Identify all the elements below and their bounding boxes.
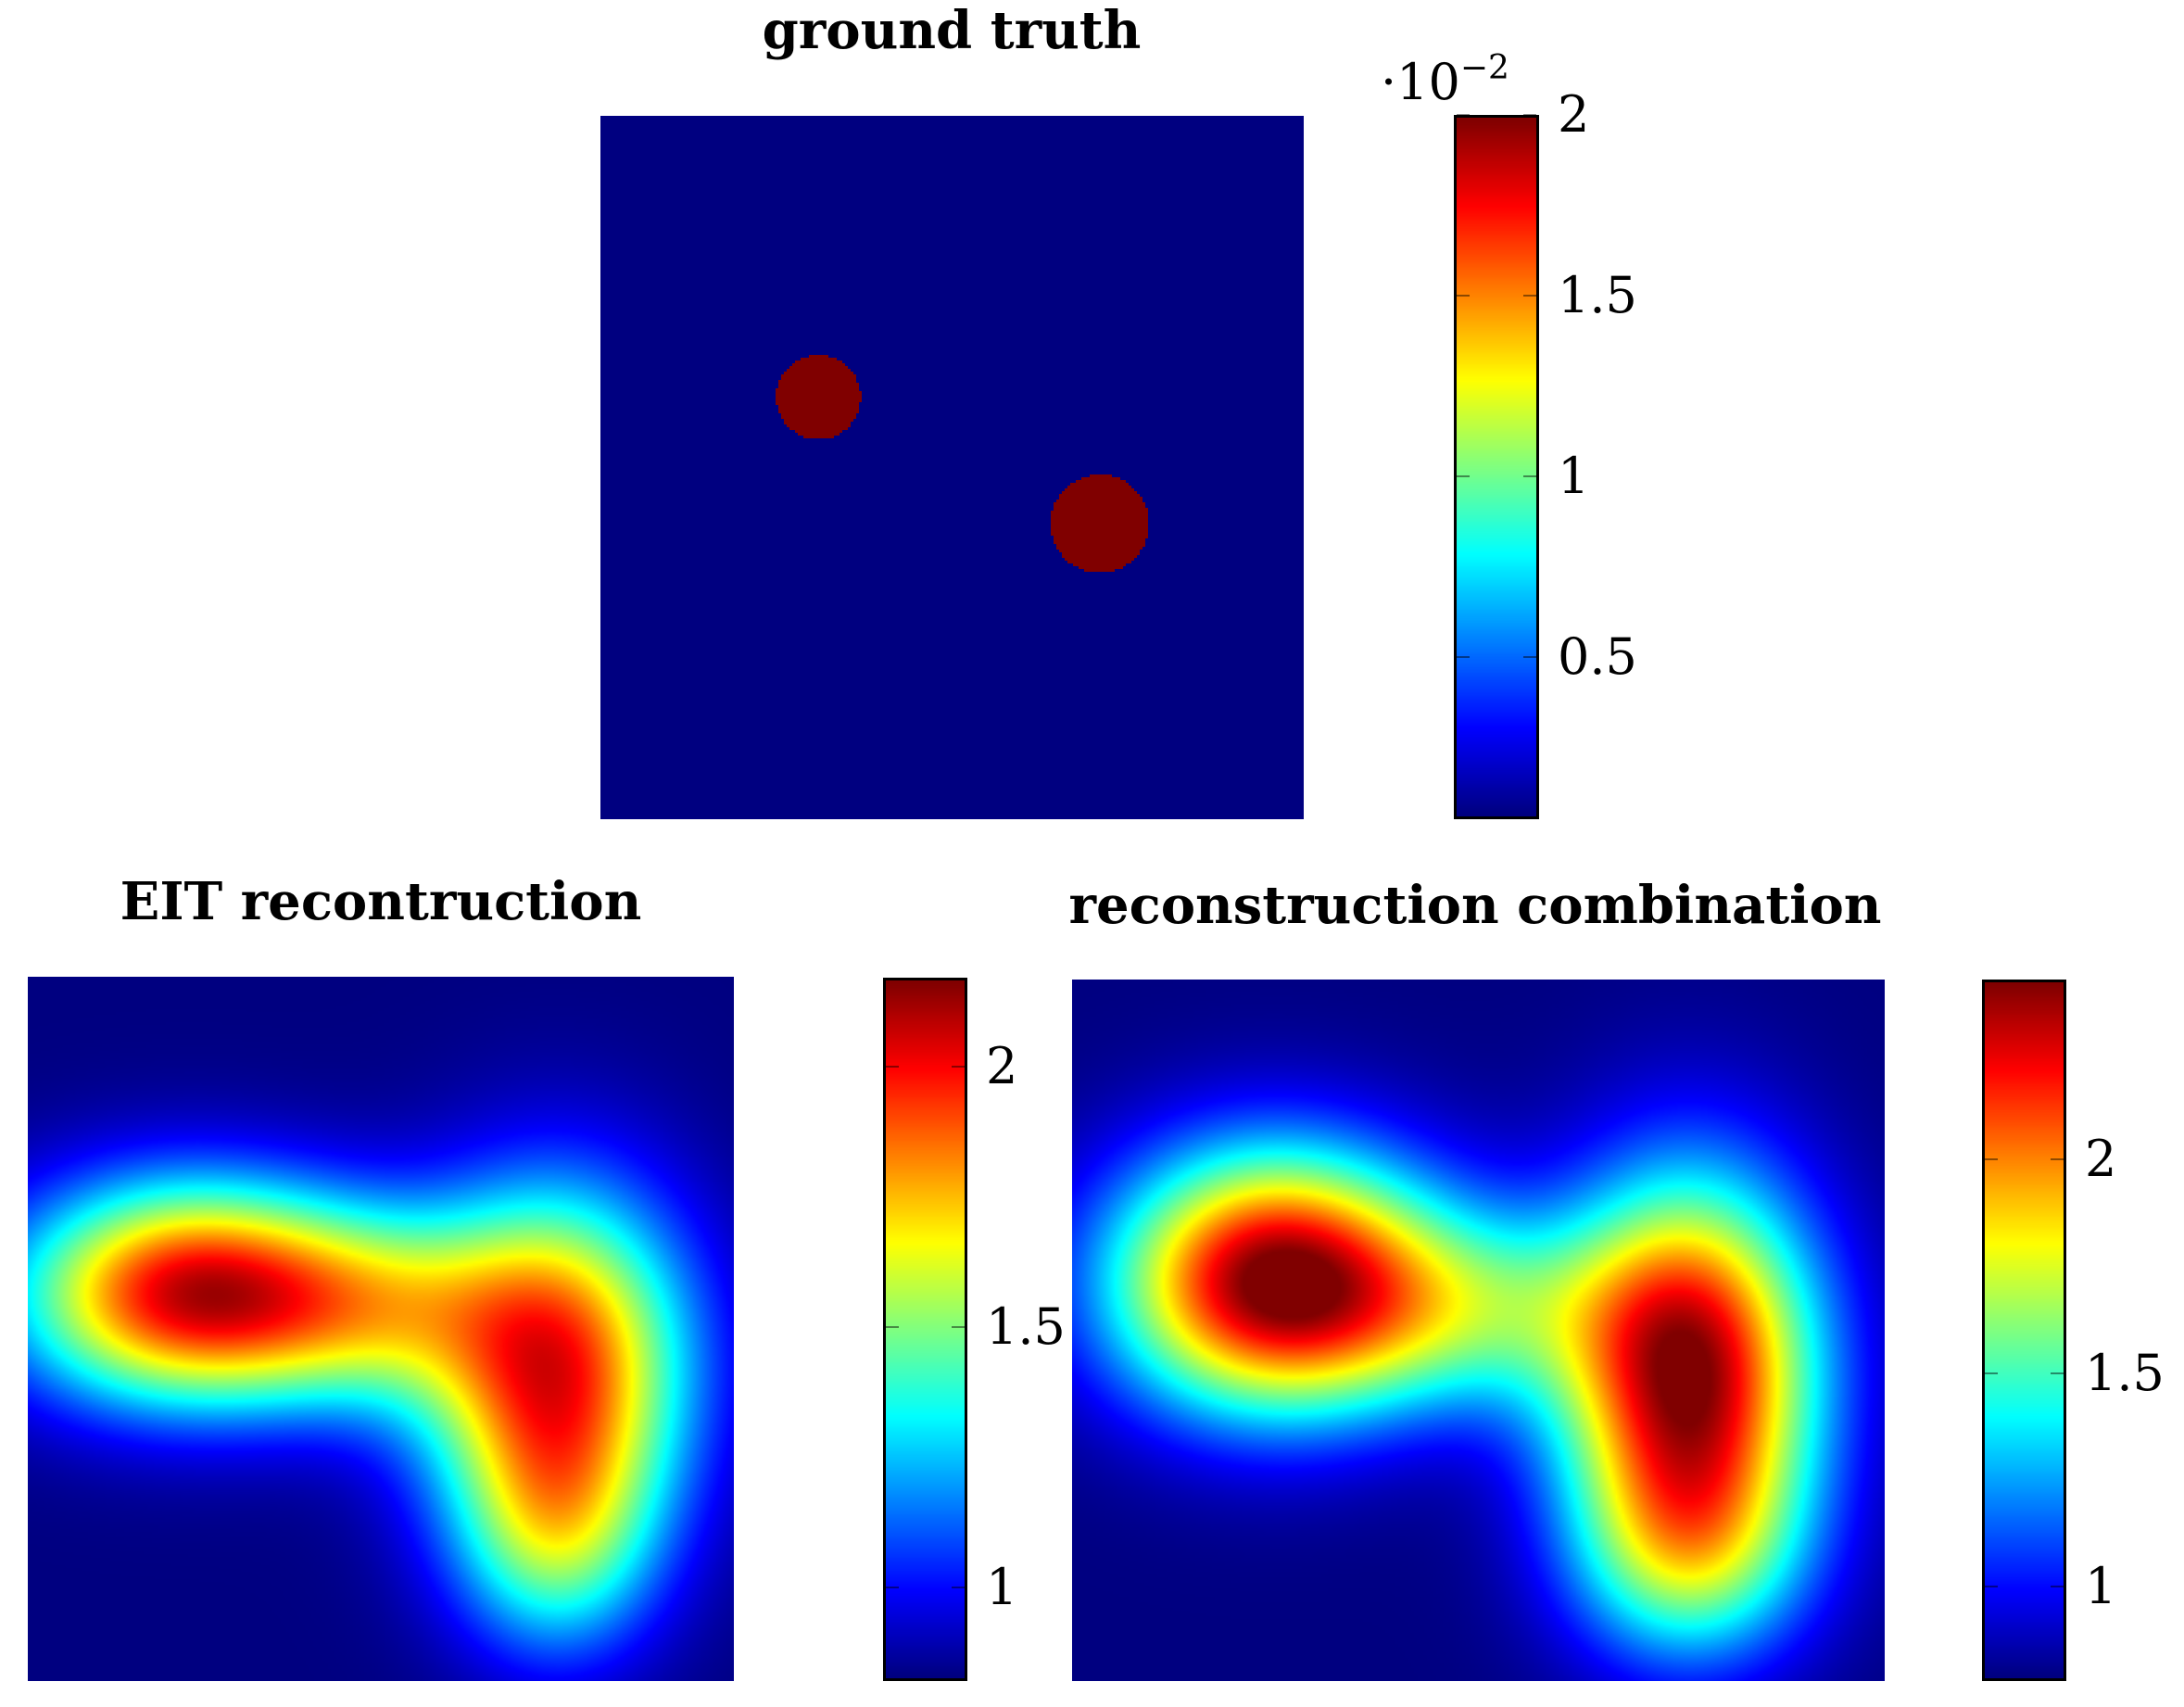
colorbar-eit-reconstruction: [883, 978, 967, 1681]
colorbar-tick-mark: [952, 1325, 965, 1328]
colorbar-tick-mark: [886, 1586, 899, 1588]
colorbar-tick-mark: [2051, 1157, 2064, 1160]
colorbar-tick-label: 1: [1558, 446, 1590, 505]
heatmap-reconstruction-combination: [1072, 980, 1885, 1681]
heatmap-ground-truth: [600, 116, 1304, 819]
colorbar-tick-mark: [1457, 294, 1470, 297]
colorbar-tick-mark: [1523, 474, 1536, 477]
colorbar-tick-mark: [1985, 1586, 1998, 1588]
colorbar-tick-mark: [952, 1065, 965, 1068]
colorbar-tick-label: 2: [986, 1036, 1018, 1095]
colorbar-tick-label: 1.5: [1558, 265, 1637, 324]
colorbar-tick-mark: [1457, 655, 1470, 658]
colorbar-tick-mark: [886, 1325, 899, 1328]
title-reconstruction-combination: reconstruction combination: [1068, 875, 1882, 936]
colorbar-tick-label: 2: [1558, 85, 1590, 144]
colorbar-tick-mark: [952, 1586, 965, 1588]
colorbar-tick-label: 1.5: [2085, 1343, 2165, 1402]
heatmap-eit-reconstruction: [28, 977, 734, 1681]
colorbar-tick-label: 1: [986, 1557, 1018, 1616]
colorbar-tick-mark: [1985, 1372, 1998, 1374]
colorbar-tick-mark: [1457, 474, 1470, 477]
colorbar-tick-label: 2: [2085, 1129, 2117, 1188]
colorbar-tick-mark: [2051, 1372, 2064, 1374]
colorbar-tick-label: 1.5: [986, 1296, 1066, 1356]
colorbar-tick-mark: [1457, 114, 1470, 116]
colorbar-reconstruction-combination: [1982, 980, 2066, 1681]
colorbar-tick-mark: [2051, 1586, 2064, 1588]
colorbar-tick-mark: [886, 1065, 899, 1068]
colorbar-tick-mark: [1523, 655, 1536, 658]
colorbar-tick-label: 0.5: [1558, 626, 1637, 686]
colorbar-tick-mark: [1523, 114, 1536, 116]
title-eit-reconstruction: EIT recontruction: [120, 871, 642, 932]
title-ground-truth: ground truth: [762, 0, 1142, 61]
colorbar-tick-mark: [1985, 1157, 1998, 1160]
colorbar-tick-mark: [1523, 294, 1536, 297]
colorbar-ground-truth: [1454, 115, 1539, 819]
colorbar-multiplier: ·10−2: [1381, 49, 1509, 111]
colorbar-tick-label: 1: [2085, 1557, 2117, 1616]
